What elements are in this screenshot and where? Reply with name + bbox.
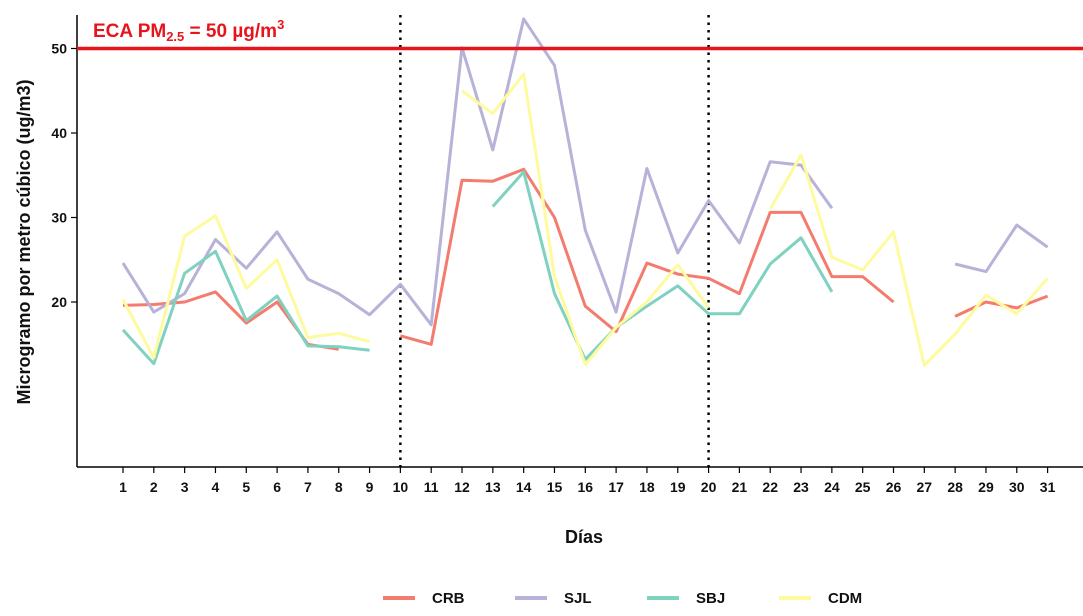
x-tick-label: 8 [335, 479, 343, 495]
reference-line-label: ECA PM2.5 = 50 µg/m3 [93, 17, 284, 44]
y-tick-label: 40 [51, 125, 67, 141]
series-line-cdm [768, 153, 1049, 367]
x-tick-label: 6 [273, 479, 281, 495]
ref-label-mid: = 50 µg/m [184, 21, 277, 42]
x-tick-label: 26 [886, 479, 902, 495]
x-tick-label: 15 [547, 479, 563, 495]
x-tick-label: 14 [516, 479, 532, 495]
x-tick-label: 11 [424, 479, 439, 495]
x-tick-label: 17 [608, 479, 624, 495]
x-tick-label: 1 [119, 479, 127, 495]
x-tick-label: 23 [793, 479, 809, 495]
series-line-cdm [121, 214, 370, 360]
x-tick-label: 10 [393, 479, 409, 495]
y-tick-label: 30 [51, 210, 67, 226]
x-tick-label: 24 [824, 479, 840, 495]
ref-label-sub: 2.5 [166, 29, 184, 44]
x-tick-label: 2 [150, 479, 158, 495]
x-tick-label: 13 [485, 479, 501, 495]
ref-label-sup: 3 [277, 17, 284, 32]
series-line-sjl [121, 17, 834, 327]
series-line-sbj [491, 170, 834, 361]
x-tick-label: 9 [366, 479, 374, 495]
x-tick-label: 3 [181, 479, 189, 495]
y-axis-label: Microgramo por metro cúbico (ug/m3) [14, 79, 34, 404]
series-line-sbj [121, 249, 370, 366]
x-tick-label: 5 [242, 479, 250, 495]
x-tick-label: 19 [670, 479, 686, 495]
legend: CRB SJL SBJ CDM [383, 590, 862, 607]
x-tick-label: 31 [1040, 479, 1056, 495]
y-tick-label: 50 [51, 41, 67, 57]
series-line-crb [400, 167, 895, 346]
x-tick-label: 30 [1009, 479, 1025, 495]
x-tick-label: 4 [212, 479, 220, 495]
legend-label-sbj: SBJ [696, 590, 725, 607]
legend-label-crb: CRB [432, 590, 465, 607]
x-tick-label: 27 [917, 479, 933, 495]
x-tick-label: 7 [304, 479, 312, 495]
x-tick-label: 16 [578, 479, 594, 495]
series-line-crb [954, 294, 1049, 318]
legend-label-sjl: SJL [564, 590, 592, 607]
y-tick-label: 20 [51, 294, 67, 310]
x-tick-label: 20 [701, 479, 717, 495]
x-tick-label: 29 [978, 479, 994, 495]
x-axis-label: Días [565, 527, 603, 547]
x-tick-label: 28 [947, 479, 963, 495]
x-tick-label: 12 [454, 479, 470, 495]
ref-label-prefix: ECA PM [93, 21, 166, 42]
x-tick-label: 21 [732, 479, 748, 495]
legend-label-cdm: CDM [828, 590, 862, 607]
series-line-sjl [954, 223, 1049, 274]
x-tick-label: 25 [855, 479, 871, 495]
series-line-cdm [461, 72, 710, 366]
x-tick-label: 22 [762, 479, 778, 495]
x-tick-label: 18 [639, 479, 655, 495]
